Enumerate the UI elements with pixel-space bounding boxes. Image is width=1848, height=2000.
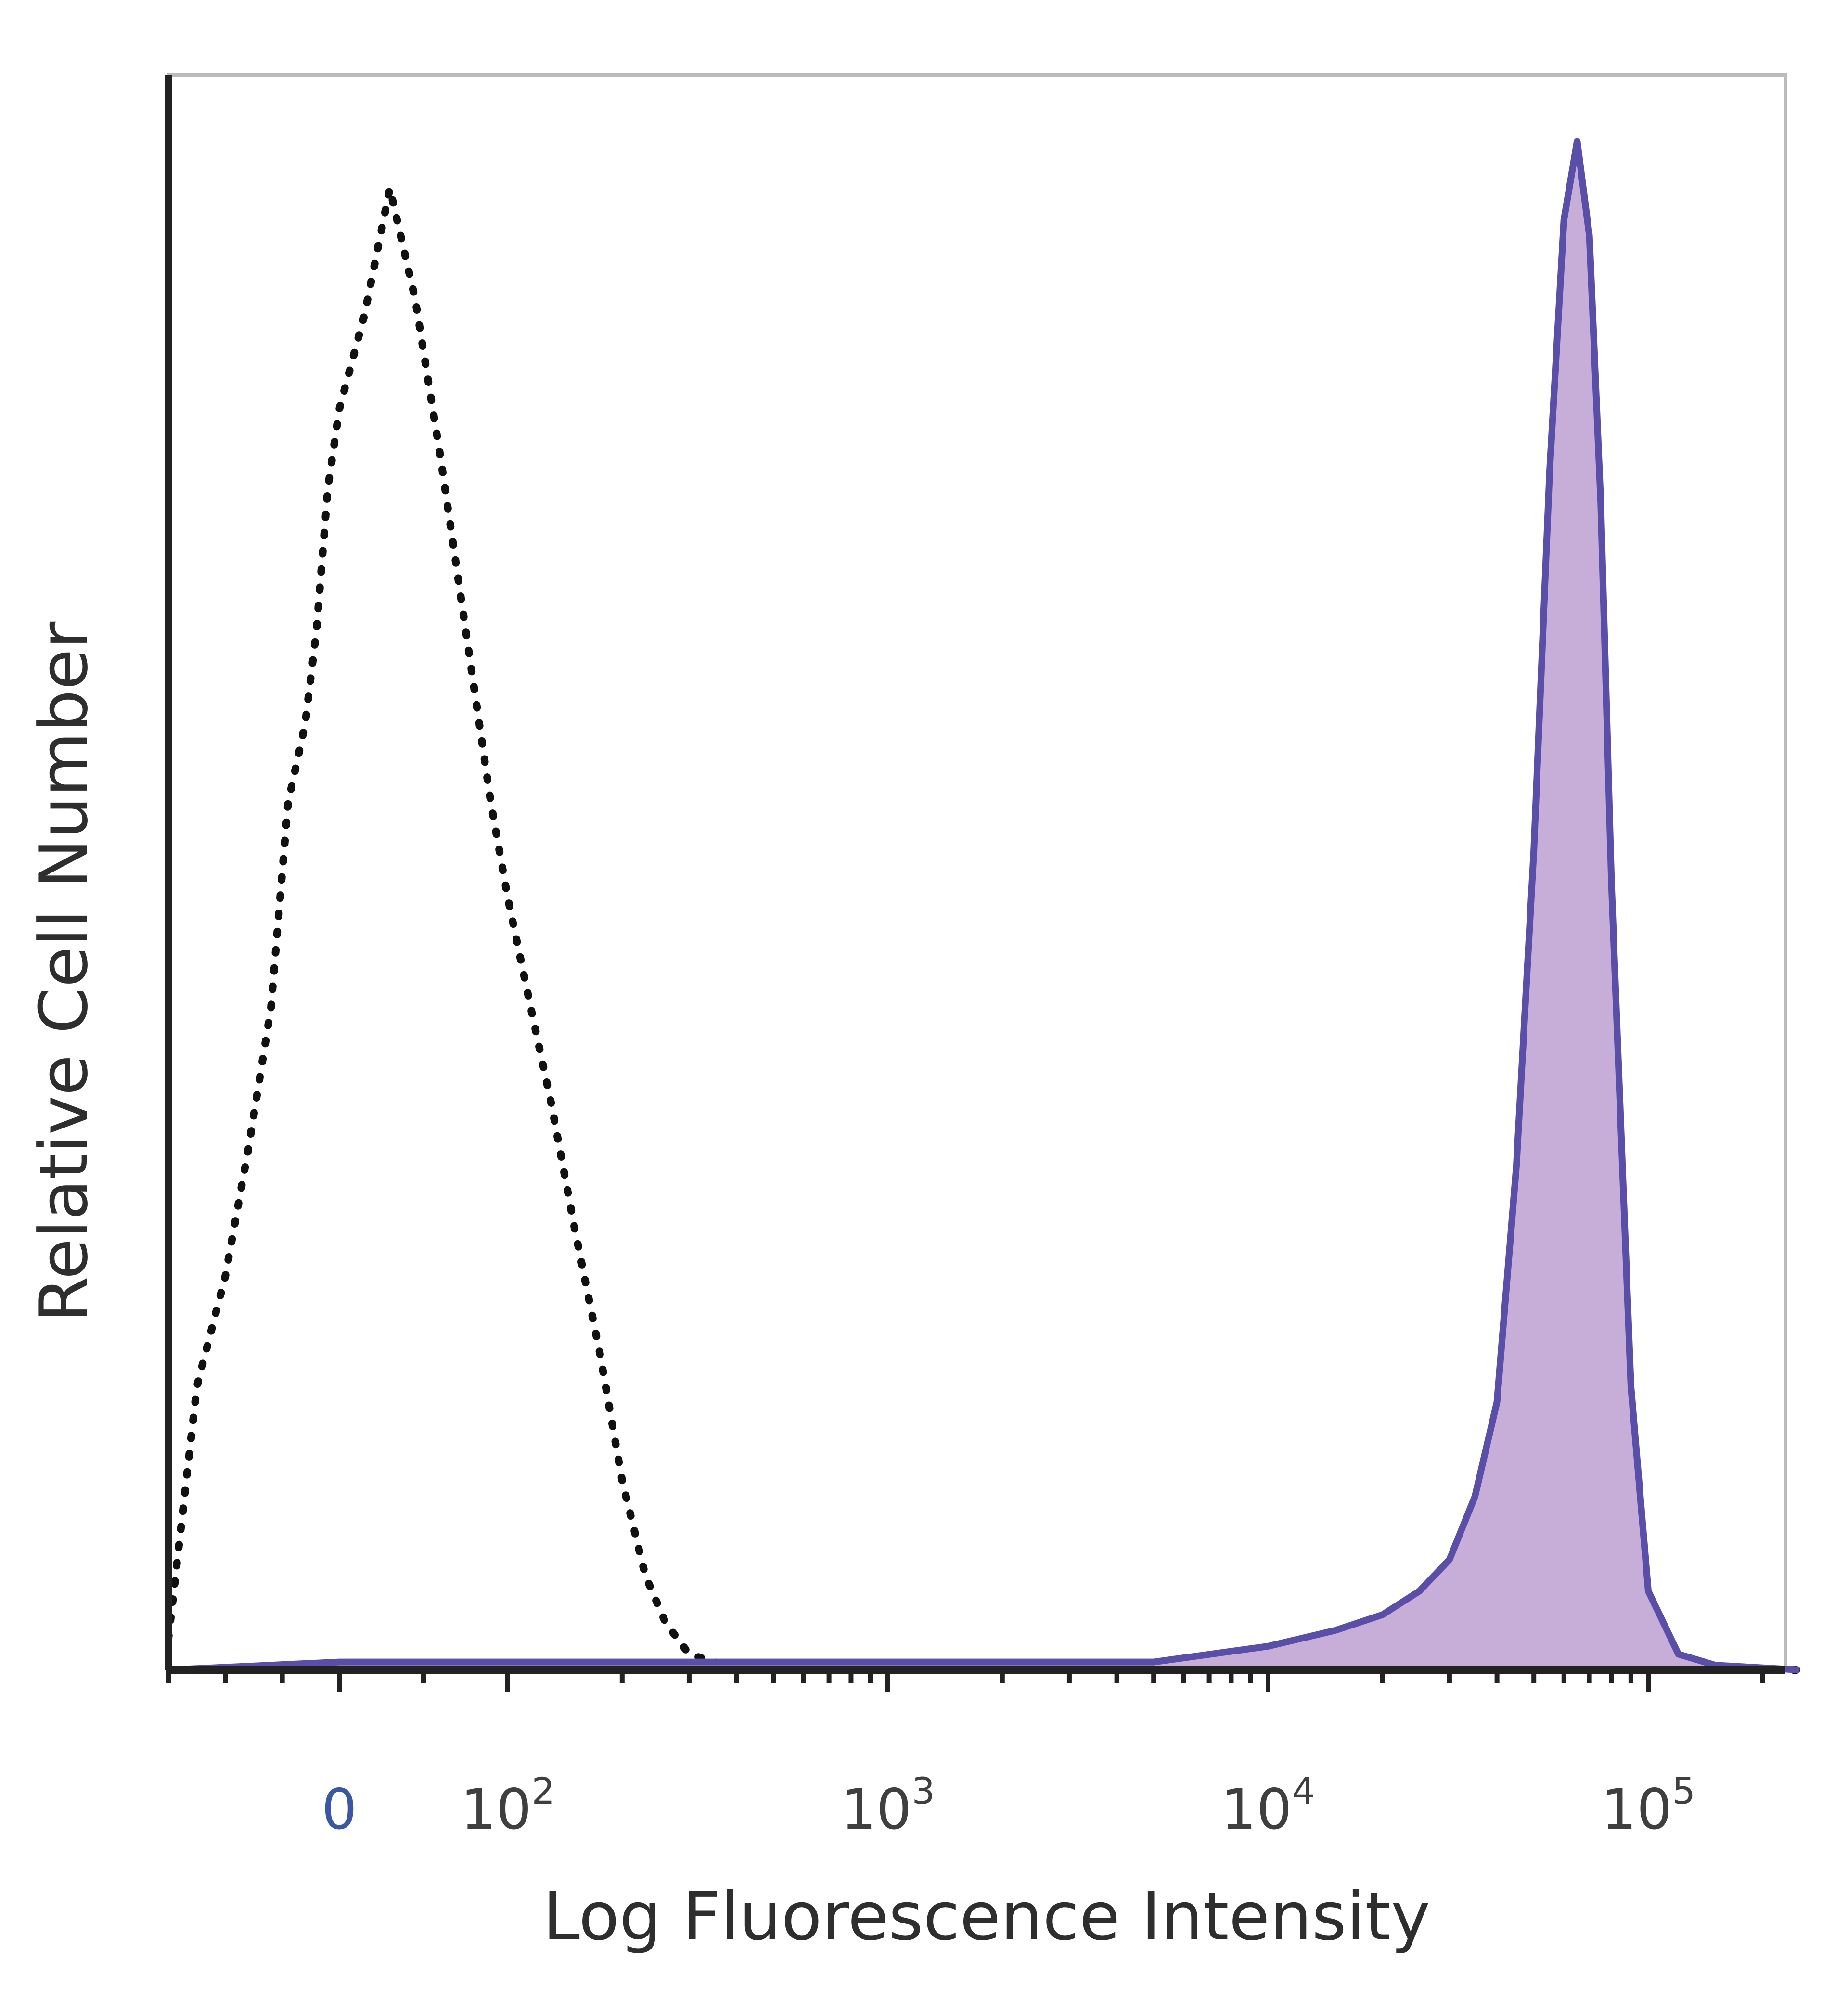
x-tick-label: 104 xyxy=(1221,1769,1315,1842)
x-tick-marks xyxy=(166,1670,1765,1692)
y-axis-title: Relative Cell Number xyxy=(25,621,103,1322)
x-tick-label: 0 xyxy=(321,1777,357,1842)
x-tick-label: 103 xyxy=(841,1769,935,1842)
x-axis-title: Log Fluorescence Intensity xyxy=(543,1878,1430,1955)
series-1-fill xyxy=(168,141,1800,1670)
x-tick-label: 105 xyxy=(1601,1769,1695,1842)
x-tick-label: 102 xyxy=(461,1769,555,1842)
series-layer xyxy=(165,138,1804,1674)
series-1-line xyxy=(168,138,1800,1673)
x-tick-labels: 0 102 103 104 105 xyxy=(321,1769,1695,1842)
